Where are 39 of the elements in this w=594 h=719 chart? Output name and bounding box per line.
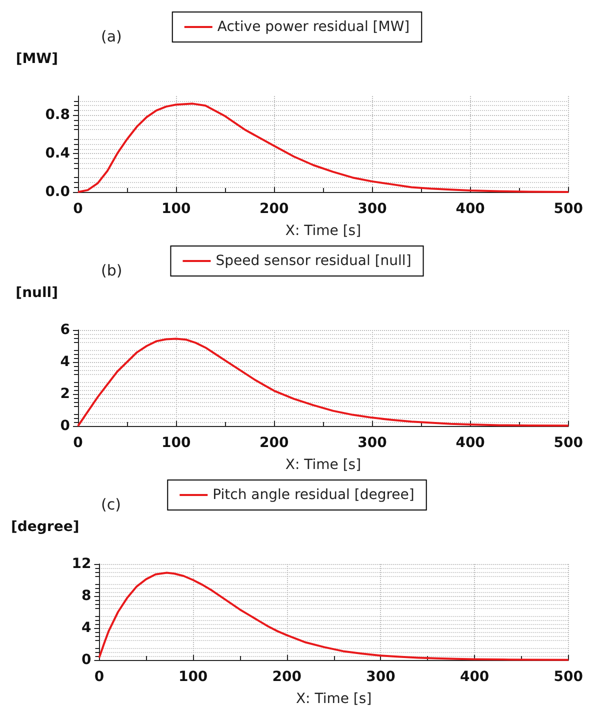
x-tick-label: 400: [456, 435, 486, 451]
x-axis-title: X: Time [s]: [285, 223, 362, 239]
y-axis-title: [MW]: [16, 51, 58, 67]
y-tick-label: 12: [72, 556, 92, 572]
y-tick-label: 0.4: [45, 146, 70, 162]
y-tick-label: 0.0: [45, 184, 70, 200]
x-tick-label: 200: [272, 669, 302, 685]
y-tick-label: 0: [81, 652, 92, 668]
legend-label: Pitch angle residual [degree]: [212, 487, 414, 503]
chart-title: (a): [101, 28, 122, 46]
x-tick-label: 400: [456, 201, 486, 217]
y-tick-label: 0: [60, 418, 70, 434]
y-tick-label: 0.8: [45, 107, 70, 124]
x-tick-label: 200: [260, 435, 290, 451]
x-tick-label: 500: [554, 435, 584, 451]
y-tick-label: 2: [60, 386, 70, 402]
x-tick-label: 300: [358, 435, 388, 451]
x-tick-label: 500: [554, 669, 584, 685]
legend-label: Active power residual [MW]: [217, 19, 410, 35]
legend-label: Speed sensor residual [null]: [216, 253, 412, 269]
chart-title: (b): [101, 262, 122, 280]
x-tick-label: 100: [161, 435, 191, 451]
x-axis-title: X: Time [s]: [285, 457, 362, 473]
x-tick-label: 400: [460, 669, 490, 685]
x-tick-label: 200: [260, 201, 290, 217]
x-tick-label: 0: [94, 669, 104, 685]
x-tick-label: 300: [366, 669, 396, 685]
chart-title: (c): [101, 496, 121, 514]
y-tick-label: 4: [81, 620, 92, 636]
y-axis-title: [null]: [16, 285, 58, 301]
y-tick-label: 8: [81, 588, 92, 604]
x-axis-title: X: Time [s]: [296, 691, 372, 707]
x-tick-label: 100: [161, 201, 191, 217]
y-tick-label: 6: [60, 322, 70, 338]
y-tick-label: 4: [60, 354, 70, 370]
x-tick-label: 100: [178, 669, 208, 685]
x-tick-label: 500: [554, 201, 584, 217]
x-tick-label: 300: [358, 201, 388, 217]
y-axis-title: [degree]: [10, 519, 80, 535]
